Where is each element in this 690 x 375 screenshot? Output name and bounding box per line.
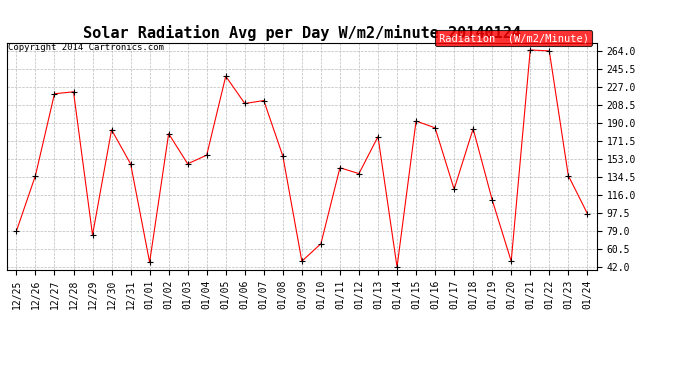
Legend: Radiation  (W/m2/Minute): Radiation (W/m2/Minute): [435, 30, 591, 46]
Title: Solar Radiation Avg per Day W/m2/minute 20140124: Solar Radiation Avg per Day W/m2/minute …: [83, 25, 521, 40]
Text: Copyright 2014 Cartronics.com: Copyright 2014 Cartronics.com: [8, 43, 164, 52]
